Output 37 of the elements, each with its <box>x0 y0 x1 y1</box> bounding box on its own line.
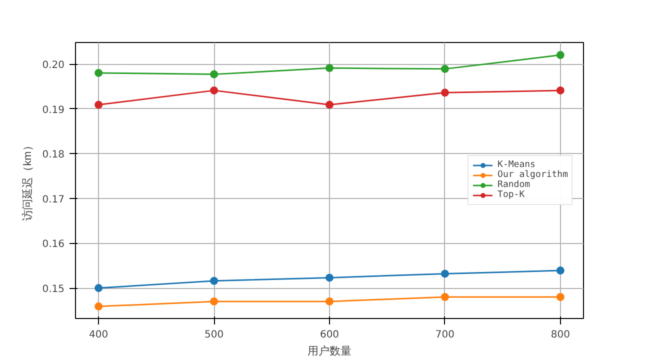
y-tick-label: 0.18 <box>42 150 64 161</box>
x-tick-label: 800 <box>550 330 570 340</box>
y-axis-title: 访问延迟（km） <box>21 140 34 221</box>
y-tick-label: 0.15 <box>42 284 64 296</box>
point <box>326 100 334 109</box>
y-tick-label: 0.20 <box>42 60 64 72</box>
point <box>94 302 103 310</box>
y-tick-label: 0.16 <box>42 239 64 250</box>
point <box>440 293 449 301</box>
x-tick-label: 600 <box>320 330 340 340</box>
point <box>210 276 218 285</box>
point <box>210 86 218 94</box>
legend-label: Our algorithm <box>498 170 568 180</box>
y-tick-label: 0.17 <box>42 194 64 206</box>
point <box>210 70 218 78</box>
x-axis-title: 用户数量 <box>308 344 352 358</box>
legend-label: K-Means <box>498 160 536 170</box>
point <box>440 88 449 97</box>
y-tick-label: 0.19 <box>42 104 64 116</box>
point <box>94 68 103 77</box>
point <box>326 274 334 282</box>
legend-label: Top-K <box>498 190 525 200</box>
point <box>440 64 449 73</box>
x-tick-label: 400 <box>89 330 108 340</box>
point <box>440 270 449 278</box>
point <box>94 100 103 109</box>
point <box>94 284 103 292</box>
point <box>556 266 564 275</box>
point <box>556 86 564 94</box>
point <box>210 297 218 306</box>
point <box>556 51 564 60</box>
x-tick-label: 500 <box>204 330 224 340</box>
point <box>556 293 564 301</box>
point <box>326 297 334 306</box>
point <box>326 64 334 72</box>
x-tick-label: 700 <box>435 330 455 340</box>
legend-label: Random <box>498 180 530 190</box>
